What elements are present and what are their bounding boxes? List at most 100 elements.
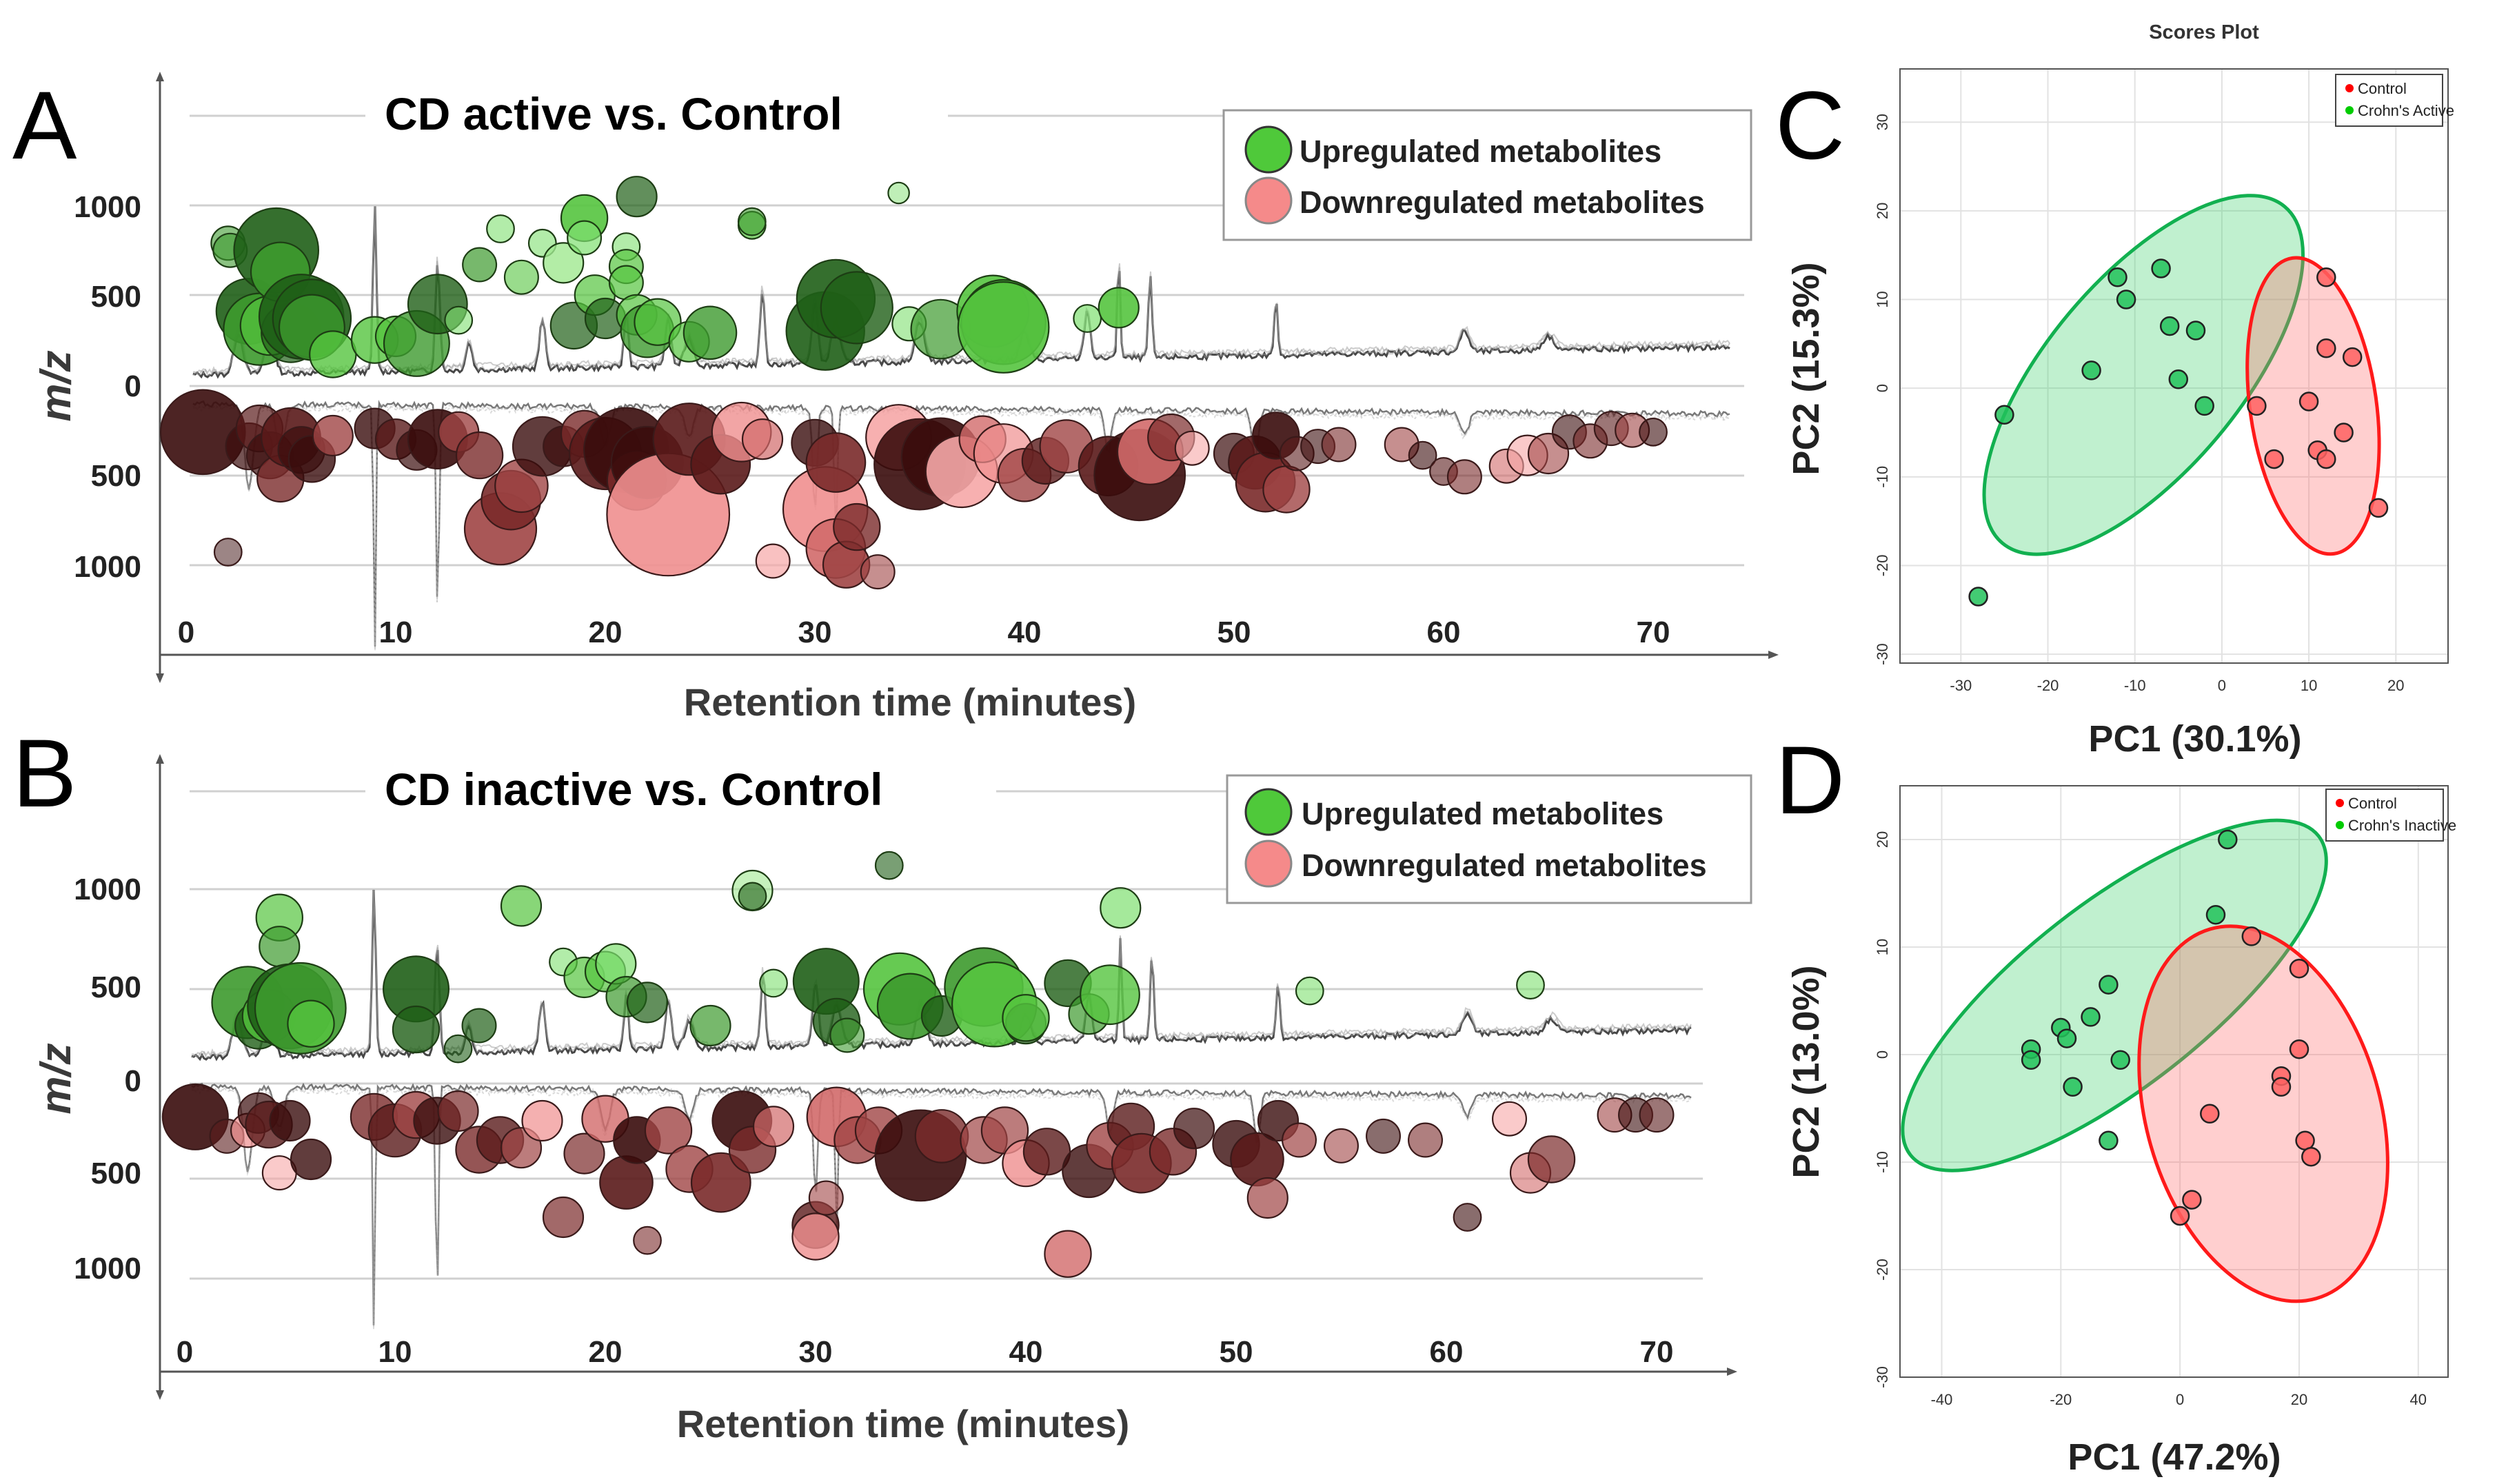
crohns-score-point xyxy=(1968,587,1988,607)
panel-a-legend-up-marker xyxy=(1244,125,1293,174)
panel-d-legend-control-label: Control xyxy=(2348,795,2397,812)
downregulated-bubble xyxy=(290,1138,332,1181)
upregulated-bubble xyxy=(392,1005,441,1054)
panel-b-x-ticks: 0 10 20 30 40 50 60 70 xyxy=(176,1335,1674,1369)
panel-d-legend: Control Crohn's Inactive xyxy=(2325,789,2456,842)
downregulated-bubble xyxy=(1262,465,1311,514)
panel-d-legend-control-marker xyxy=(2336,799,2344,807)
downregulated-bubble xyxy=(269,1099,311,1142)
panel-d-y-tick-2: -10 xyxy=(1874,1151,1891,1173)
downregulated-bubble xyxy=(1323,1128,1359,1163)
panel-a-x-tick-6: 60 xyxy=(1427,616,1461,649)
upregulated-bubble xyxy=(443,1034,473,1064)
panel-a-x-tick-5: 50 xyxy=(1217,616,1251,649)
panel-d-y-tick-0: -30 xyxy=(1874,1366,1891,1388)
panel-a-x-tick-7: 70 xyxy=(1637,616,1670,649)
downregulated-bubble xyxy=(1321,427,1357,463)
upregulated-bubble xyxy=(1516,970,1545,1000)
panel-c-legend-active-label: Crohn's Active xyxy=(2358,102,2454,119)
panel-a-title: CD active vs. Control xyxy=(385,88,842,139)
panel-a-x-label: Retention time (minutes) xyxy=(684,680,1136,724)
panel-b-legend-down-marker xyxy=(1244,840,1293,888)
control-score-point xyxy=(2170,1206,2190,1226)
panel-label-a: A xyxy=(12,71,77,179)
crohns-score-point xyxy=(2159,316,2180,336)
downregulated-bubble xyxy=(914,1109,969,1163)
upregulated-bubble xyxy=(444,305,474,335)
control-score-point xyxy=(2316,449,2336,469)
downregulated-bubble xyxy=(755,543,791,579)
panel-c-points xyxy=(1968,258,2389,607)
panel-c-y-tick-3: 0 xyxy=(1874,384,1891,392)
panel-a-y-tick-1: 500 xyxy=(91,280,141,314)
downregulated-bubble xyxy=(1173,1108,1215,1150)
panel-a-x-ticks: 0 10 20 30 40 50 60 70 xyxy=(178,616,1670,649)
upregulated-bubble xyxy=(287,999,335,1048)
control-score-point xyxy=(2241,926,2262,946)
downregulated-bubble xyxy=(213,538,243,567)
panel-b-x-tick-7: 70 xyxy=(1640,1335,1674,1369)
upregulated-bubble xyxy=(887,181,910,205)
panel-d-x-label: PC1 (47.2%) xyxy=(2068,1436,2281,1478)
panel-b-x-tick-2: 20 xyxy=(589,1335,623,1369)
downregulated-bubble xyxy=(633,1226,662,1255)
panel-label-b: B xyxy=(12,719,77,827)
upregulated-bubble xyxy=(1080,964,1140,1026)
upregulated-bubble xyxy=(1098,287,1140,329)
chromatogram-trace-up xyxy=(193,206,1730,375)
upregulated-bubble xyxy=(957,281,1050,374)
panel-b-legend-up-marker xyxy=(1244,788,1293,836)
downregulated-bubble xyxy=(1407,1122,1443,1158)
panel-c-legend-control-label: Control xyxy=(2358,80,2407,97)
control-score-point xyxy=(2368,498,2389,518)
panel-b-x-tick-3: 30 xyxy=(799,1335,833,1369)
panel-b-x-tick-0: 0 xyxy=(176,1335,193,1369)
upregulated-bubble xyxy=(737,207,767,236)
panel-a-y-tick-4: 1000 xyxy=(74,550,141,584)
crohns-score-point xyxy=(2110,1050,2130,1070)
panel-b-x-tick-5: 50 xyxy=(1220,1335,1253,1369)
upregulated-bubble xyxy=(820,271,893,345)
crohns-score-point xyxy=(2081,1007,2101,1027)
panel-b-y-tick-2: 0 xyxy=(125,1064,141,1098)
crohns-score-point xyxy=(2063,1077,2083,1097)
panel-a-y-tick-2: 0 xyxy=(125,369,141,403)
panel-label-c: C xyxy=(1775,71,1845,179)
upregulated-bubble xyxy=(738,882,767,911)
panel-c-legend: Control Crohn's Active xyxy=(2335,74,2454,127)
panel-b: 0 10 20 30 40 50 60 70 1000 500 0 500 1000 CD inact… xyxy=(32,754,1752,1445)
panel-d-legend-inactive-label: Crohn's Inactive xyxy=(2348,817,2456,834)
panel-d-x-tick-0: -40 xyxy=(1931,1391,1953,1408)
crohns-score-point xyxy=(2081,360,2101,380)
crohns-score-point xyxy=(2185,321,2206,340)
panel-c-ticks: -30 -20 -10 0 10 20 -30 -20 -10 0 10 20 30 xyxy=(1874,114,2405,694)
control-score-point xyxy=(2342,347,2363,367)
upregulated-bubble xyxy=(1295,976,1324,1006)
panel-b-y-tick-3: 500 xyxy=(91,1157,141,1190)
panel-c-y-tick-6: 30 xyxy=(1874,114,1891,130)
downregulated-bubble xyxy=(1639,417,1668,447)
panel-b-bubbles xyxy=(161,851,1675,1278)
downregulated-bubble xyxy=(1492,1101,1528,1137)
chromatogram-trace-down xyxy=(192,404,1730,651)
upregulated-bubble xyxy=(874,851,904,880)
upregulated-bubble xyxy=(689,1004,731,1047)
panel-a-x-tick-3: 30 xyxy=(798,616,832,649)
panel-c-y-tick-5: 20 xyxy=(1874,203,1891,219)
panel-c: Scores Plot -30 -20 -10 0 10 20 -30 -20 -10 0 10 20… xyxy=(1786,21,2454,760)
crohns-score-point xyxy=(2194,396,2214,416)
panel-c-x-tick-1: -20 xyxy=(2037,677,2059,694)
control-score-point xyxy=(2295,1130,2315,1151)
downregulated-bubble xyxy=(1527,1135,1576,1183)
panel-b-x-label: Retention time (minutes) xyxy=(677,1402,1129,1445)
downregulated-bubble xyxy=(563,1132,605,1175)
crohns-score-point xyxy=(2116,289,2136,309)
crohns-score-point xyxy=(2168,369,2189,389)
panel-a-x-tick-1: 10 xyxy=(379,616,413,649)
chromatogram-trace-down xyxy=(191,1084,1692,1328)
crohns-confidence-ellipse xyxy=(1982,194,2305,556)
upregulated-bubble xyxy=(616,176,658,218)
downregulated-bubble xyxy=(1044,1230,1092,1278)
downregulated-bubble xyxy=(455,431,504,480)
